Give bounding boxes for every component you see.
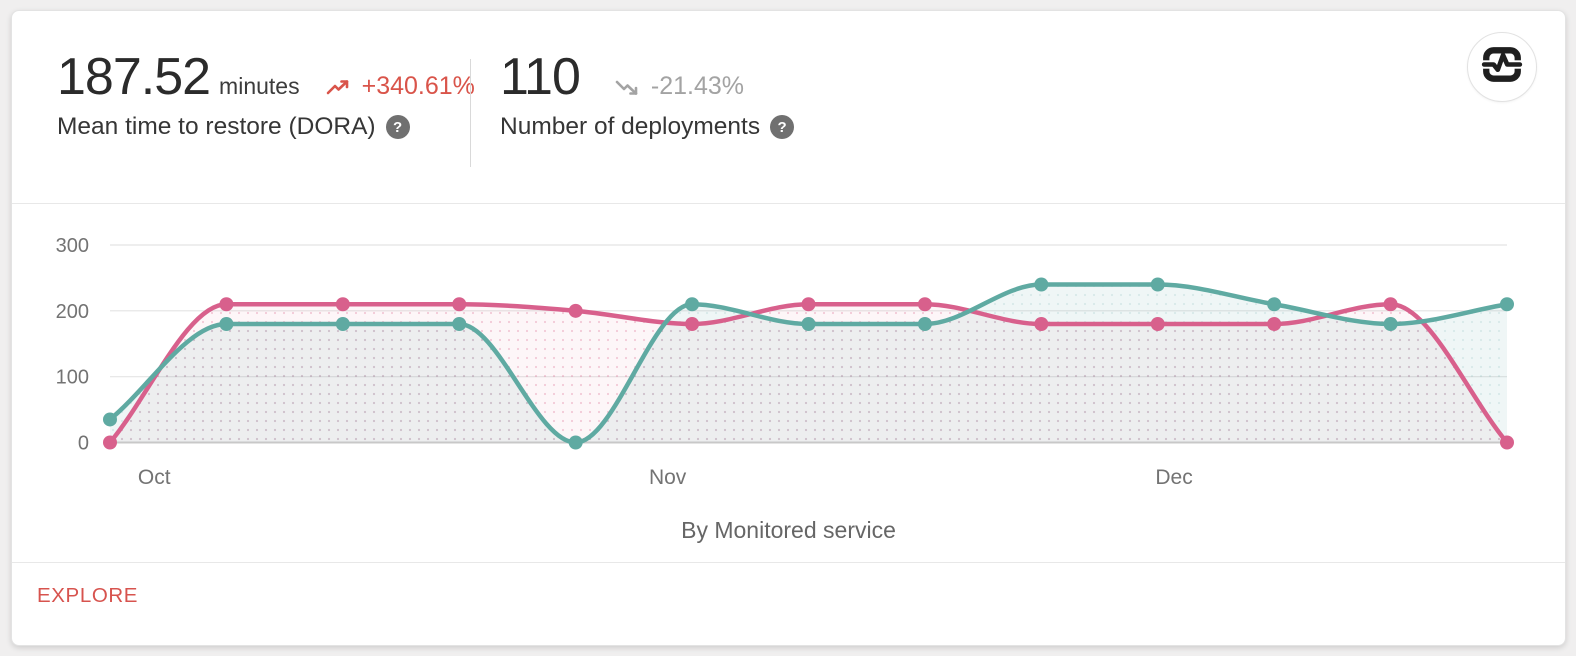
svg-text:100: 100 xyxy=(56,367,89,389)
timeseries-chart[interactable]: 0 100 200 300 Oct Nov Dec xyxy=(12,203,1567,503)
metrics-divider xyxy=(470,59,471,167)
footer-divider-line xyxy=(12,562,1565,563)
explore-link[interactable]: EXPLORE xyxy=(37,584,139,607)
trend-value: +340.61% xyxy=(361,72,475,100)
monitor-widget-button[interactable] xyxy=(1467,32,1537,102)
pulse-monitor-icon xyxy=(1481,46,1523,88)
chart-caption: By Monitored service xyxy=(681,517,896,543)
trending-up-icon xyxy=(326,79,352,101)
svg-text:0: 0 xyxy=(78,433,89,455)
header-divider-line xyxy=(12,203,1565,204)
svg-text:Oct: Oct xyxy=(138,466,171,489)
metric-trend: -21.43% xyxy=(615,72,744,101)
svg-text:200: 200 xyxy=(56,301,89,323)
trending-down-icon xyxy=(615,79,641,101)
trend-value: -21.43% xyxy=(650,72,745,100)
metric-label: Number of deployments xyxy=(500,113,761,140)
metric-trend: +340.61% xyxy=(326,72,475,101)
metrics-card: 187.52 minutes +340.61% Mean time to res… xyxy=(11,10,1566,646)
svg-text:Nov: Nov xyxy=(649,466,687,489)
metric-unit: minutes xyxy=(219,73,300,99)
svg-text:300: 300 xyxy=(56,235,89,257)
metric-number-of-deployments: 110 -21.43% Number of deployments ? xyxy=(500,48,795,141)
svg-text:Dec: Dec xyxy=(1155,466,1192,489)
metric-mean-time-to-restore: 187.52 minutes +340.61% Mean time to res… xyxy=(57,51,475,141)
help-icon[interactable]: ? xyxy=(770,115,795,139)
metric-value: 187.52 xyxy=(57,48,211,106)
help-icon[interactable]: ? xyxy=(385,115,410,139)
metric-value: 110 xyxy=(500,48,581,106)
metric-label: Mean time to restore (DORA) xyxy=(57,113,376,140)
